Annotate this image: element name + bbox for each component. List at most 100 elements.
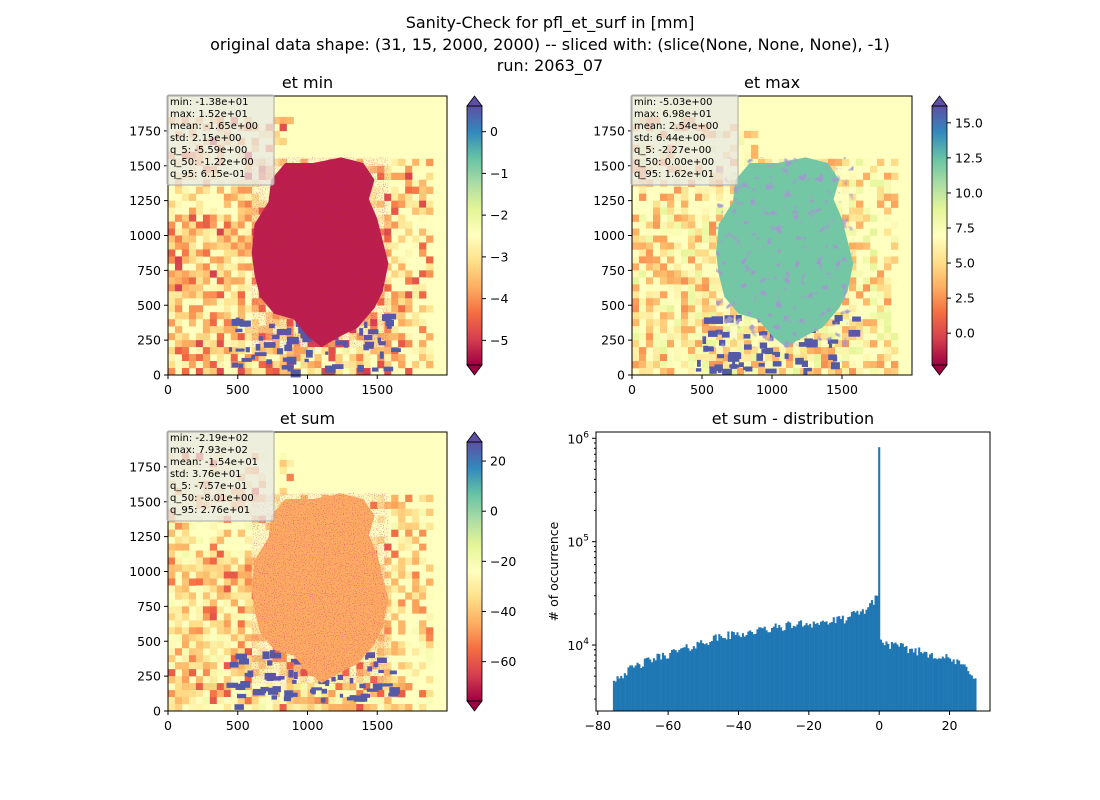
map-2-cell (168, 662, 176, 670)
hist-bar (680, 648, 683, 711)
hist-bar (709, 642, 712, 711)
map-2-cell (391, 599, 399, 607)
map-2-blue-patch (288, 669, 294, 678)
map-0-cell (195, 305, 204, 313)
map-2-cell (419, 606, 427, 614)
map-0-cell (168, 298, 176, 306)
map-2-cell (398, 627, 406, 635)
map-2-cell (419, 585, 427, 593)
map-2-cell (384, 704, 392, 712)
map-2-cell (188, 599, 197, 607)
map-2-cell (223, 571, 232, 579)
map-1-cell (807, 368, 815, 376)
map-2-cell (244, 571, 252, 579)
map-0-colorbar-tick-label: −1 (490, 166, 508, 181)
map-0-cell (195, 361, 204, 369)
map-0-cell (272, 347, 280, 355)
map-0-cell (237, 305, 246, 313)
hist-bar (687, 648, 690, 711)
hist-bar (641, 666, 645, 711)
map-2-cell (391, 508, 399, 516)
map-2-cell (419, 627, 427, 635)
map-2-cell (412, 557, 420, 565)
map-2-cell (237, 564, 246, 572)
map-0-cell (412, 242, 420, 250)
map-0-cell (237, 186, 246, 194)
map-2-cell (335, 690, 343, 698)
map-1-cell (639, 263, 647, 271)
map-0-cell (405, 228, 413, 236)
map-1-cell (842, 368, 850, 376)
map-1-cell (744, 368, 752, 376)
map-1-cell (667, 263, 675, 271)
map-0-cell (237, 207, 246, 215)
map-1-cell (667, 326, 675, 334)
map-1-cell (688, 263, 696, 271)
map-2-cell (168, 634, 176, 642)
map-0-cell (168, 347, 176, 355)
map-2-cell (237, 662, 246, 670)
map-2-cell (202, 683, 211, 691)
map-1-cell (877, 277, 885, 285)
map-2-cell (412, 592, 420, 600)
map-1-stats-line: mean: 2.54e+00 (634, 121, 718, 132)
map-0-cell (279, 333, 287, 341)
map-2-cell (377, 536, 385, 544)
map-0-cell (223, 340, 232, 348)
map-0-cell (405, 368, 413, 376)
map-0-cell (244, 284, 252, 292)
map-0-cell (419, 333, 427, 341)
map-2-cell (293, 662, 301, 670)
map-2-cell (188, 620, 197, 628)
map-2-cell (195, 676, 204, 684)
map-1-blue-patch (848, 329, 861, 337)
map-1-cell (856, 270, 864, 278)
map-2-cell (398, 564, 406, 572)
map-2-cell (209, 564, 218, 572)
map-1-cell (870, 298, 878, 306)
map-2-cell (223, 564, 232, 572)
map-1-cell (863, 207, 871, 215)
map-1-cell (870, 291, 878, 299)
map-2-cell (391, 613, 399, 621)
hist-bar (845, 620, 848, 711)
map-0-cell (412, 319, 420, 327)
hist-bar (929, 654, 932, 711)
map-2-cell (181, 613, 190, 621)
map-1-cell (891, 242, 899, 250)
hist-bar (961, 664, 964, 711)
map-1-cell (884, 298, 892, 306)
map-1-blue-patch (695, 368, 702, 372)
map-0-cell (412, 312, 420, 320)
map-0-stats-line: max: 1.52e+01 (170, 109, 248, 120)
map-1-cell (723, 207, 731, 215)
map-0-cell (195, 284, 204, 292)
map-1-cell (863, 354, 871, 362)
map-1-cell (716, 284, 724, 292)
map-2-cell (279, 466, 287, 475)
map-0-cell (405, 200, 413, 208)
map-0-cell (258, 298, 266, 306)
map-1-cell (891, 361, 899, 369)
map-1-blue-patch (834, 315, 843, 321)
map-2-blue-patch (284, 690, 294, 698)
map-2-cell (168, 529, 176, 537)
map-2-cell (230, 578, 239, 586)
map-2-cell (279, 662, 287, 670)
map-2-cell (398, 648, 406, 656)
map-2-cell (216, 606, 225, 614)
map-1-cell (786, 368, 794, 376)
map-2-cell (300, 690, 308, 698)
map-1-cell (660, 242, 668, 250)
map-1-cell (877, 361, 885, 369)
map-0-cell (174, 340, 183, 348)
map-2-cell (384, 620, 392, 628)
map-0-cell (335, 368, 343, 376)
hist-bar (711, 640, 714, 711)
map-2-cell (251, 620, 259, 628)
map-0-cell (272, 116, 280, 125)
map-0-cell (188, 242, 197, 250)
map-2-cell (188, 564, 197, 572)
map-0-blue-patch (242, 320, 251, 327)
map-1-cell (800, 354, 808, 362)
